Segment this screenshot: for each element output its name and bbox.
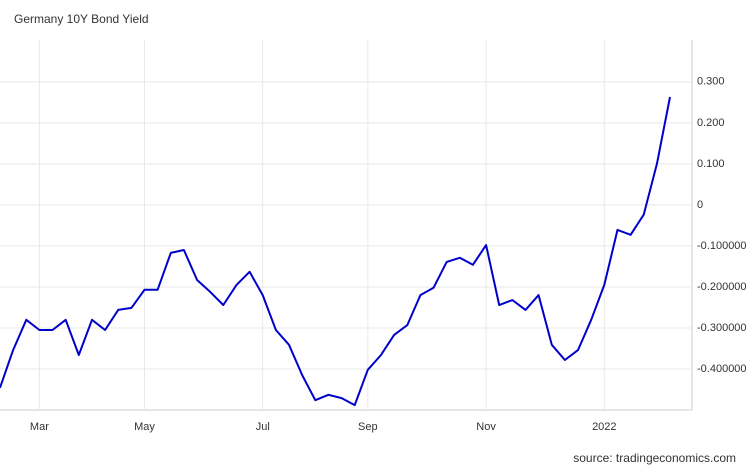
source: source: tradingeconomics.com (573, 451, 736, 465)
x-tick-label: Mar (30, 421, 49, 433)
y-tick-label: 0.300 (697, 76, 725, 88)
x-tick-label: Sep (358, 421, 378, 433)
line-series (0, 96, 671, 407)
x-tick-label: May (134, 421, 155, 433)
x-tick-label: Jul (256, 421, 270, 433)
y-tick-label: -0.300000 (697, 322, 746, 334)
y-tick-label: 0.100 (697, 158, 725, 170)
x-tick-label: 2022 (592, 421, 616, 433)
y-tick-label: -0.100000 (697, 240, 746, 252)
x-tick-label: Nov (476, 421, 496, 433)
y-tick-label: 0.200 (697, 117, 725, 129)
y-tick-label: -0.200000 (697, 281, 746, 293)
chart-title: Germany 10Y Bond Yield (14, 12, 149, 26)
y-tick-label: -0.400000 (697, 363, 746, 375)
y-tick-label: 0 (697, 199, 703, 211)
